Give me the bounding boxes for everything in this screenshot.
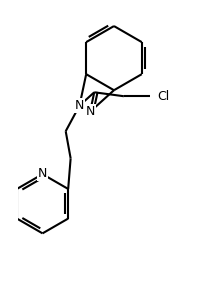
Text: N: N xyxy=(85,105,95,118)
Text: N: N xyxy=(38,167,47,180)
Text: Cl: Cl xyxy=(157,90,169,103)
Text: N: N xyxy=(75,99,84,112)
